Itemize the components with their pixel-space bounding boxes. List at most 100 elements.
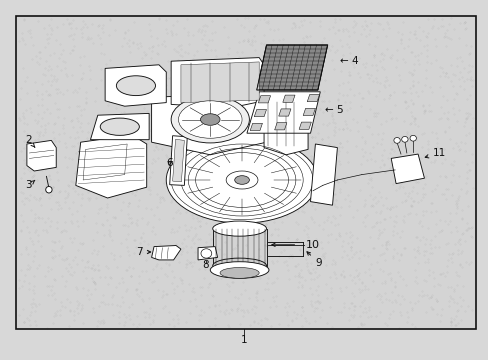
Point bbox=[266, 159, 274, 165]
Point bbox=[290, 144, 298, 149]
Point bbox=[123, 248, 131, 253]
Point bbox=[66, 307, 74, 312]
Point bbox=[58, 256, 66, 262]
Point bbox=[80, 285, 87, 291]
Point bbox=[307, 276, 315, 282]
Point bbox=[449, 96, 457, 102]
Point bbox=[302, 224, 310, 229]
Point bbox=[434, 117, 442, 122]
Point bbox=[151, 231, 159, 237]
Point bbox=[380, 216, 388, 222]
Point bbox=[465, 92, 473, 98]
Point bbox=[193, 195, 201, 201]
Point bbox=[224, 134, 232, 140]
Point bbox=[51, 310, 59, 316]
Point bbox=[159, 195, 166, 201]
Point bbox=[79, 18, 86, 23]
Point bbox=[25, 229, 33, 235]
Point bbox=[299, 204, 306, 210]
Point bbox=[373, 198, 381, 204]
Point bbox=[377, 280, 385, 286]
Point bbox=[410, 121, 418, 127]
Point bbox=[87, 147, 95, 153]
Point bbox=[452, 205, 460, 211]
Point bbox=[148, 44, 156, 50]
Point bbox=[32, 303, 40, 309]
Point bbox=[333, 97, 341, 103]
Point bbox=[31, 79, 39, 85]
Point bbox=[444, 284, 451, 290]
Point bbox=[108, 294, 116, 300]
Point bbox=[32, 160, 40, 166]
Point bbox=[208, 37, 216, 43]
Point bbox=[433, 25, 441, 31]
Text: 2: 2 bbox=[25, 135, 35, 147]
Bar bbox=[16, 16, 475, 329]
Point bbox=[158, 68, 165, 74]
Point bbox=[368, 203, 376, 209]
Point bbox=[19, 113, 27, 119]
Point bbox=[179, 288, 187, 294]
Point bbox=[100, 320, 107, 326]
Point bbox=[90, 247, 98, 253]
Point bbox=[325, 141, 332, 147]
Point bbox=[183, 257, 191, 263]
Point bbox=[136, 252, 144, 258]
Point bbox=[118, 189, 126, 194]
Point bbox=[138, 181, 145, 187]
Point bbox=[386, 54, 393, 59]
Point bbox=[125, 264, 133, 270]
Point bbox=[283, 312, 290, 318]
Point bbox=[302, 263, 310, 269]
Point bbox=[448, 71, 456, 77]
Point bbox=[142, 108, 150, 114]
Point bbox=[392, 250, 400, 256]
Point bbox=[264, 21, 272, 26]
Point bbox=[430, 36, 438, 42]
Point bbox=[147, 169, 155, 175]
Point bbox=[350, 307, 358, 313]
Point bbox=[120, 222, 127, 228]
Point bbox=[409, 198, 417, 204]
Point bbox=[447, 251, 455, 256]
Point bbox=[449, 111, 457, 117]
Point bbox=[422, 53, 429, 59]
Point bbox=[451, 198, 459, 204]
Point bbox=[126, 113, 134, 119]
Point bbox=[253, 290, 261, 296]
Point bbox=[84, 120, 92, 125]
Point bbox=[331, 275, 339, 281]
Point bbox=[249, 140, 257, 146]
Point bbox=[349, 312, 357, 318]
Point bbox=[89, 279, 97, 284]
Point bbox=[377, 64, 385, 69]
Point bbox=[307, 303, 315, 309]
Point bbox=[114, 176, 122, 181]
Point bbox=[338, 93, 346, 98]
Point bbox=[333, 27, 341, 33]
Point bbox=[390, 297, 398, 303]
Point bbox=[314, 195, 322, 201]
Point bbox=[175, 259, 183, 265]
Point bbox=[29, 300, 37, 306]
Point bbox=[48, 78, 56, 84]
Point bbox=[418, 212, 426, 218]
Point bbox=[413, 58, 421, 63]
Point bbox=[351, 303, 359, 309]
Point bbox=[225, 283, 233, 289]
Point bbox=[224, 45, 232, 50]
Point bbox=[322, 145, 330, 151]
Point bbox=[187, 224, 195, 230]
Point bbox=[359, 62, 366, 67]
Point bbox=[467, 125, 475, 131]
Point bbox=[260, 208, 267, 214]
Point bbox=[292, 263, 300, 269]
Point bbox=[191, 233, 199, 238]
Point bbox=[182, 319, 189, 325]
Point bbox=[237, 177, 244, 183]
Point bbox=[95, 267, 103, 273]
Point bbox=[22, 244, 30, 250]
Point bbox=[19, 110, 27, 116]
Point bbox=[302, 187, 309, 193]
Point bbox=[93, 129, 101, 135]
